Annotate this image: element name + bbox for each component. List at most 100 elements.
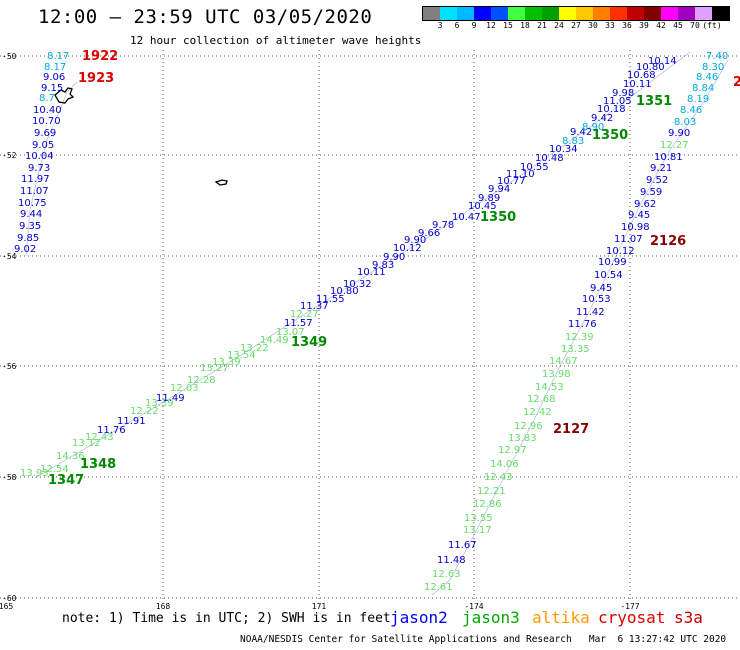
swh-value: 12.68: [527, 394, 556, 405]
colorbar-tick-label: 3: [437, 21, 443, 30]
swh-value: 9.90: [668, 128, 690, 139]
satellite-s3a: s3a: [674, 608, 703, 627]
swh-value: 12.54: [40, 464, 69, 475]
swh-value: 12.86: [473, 499, 502, 510]
wave-height-colorbar: [422, 6, 730, 21]
pass-time-tag: 1349: [291, 335, 327, 350]
swh-value: 9.35: [19, 221, 41, 232]
swh-value: 12.22: [130, 406, 159, 417]
credit-footer: NOAA/NESDIS Center for Satellite Applica…: [240, 634, 727, 645]
satellite-tracks: 8.178.179.069.158.710.4010.709.699.0510.…: [14, 49, 740, 596]
lat-label: -50: [2, 52, 17, 61]
swh-value: 14.67: [549, 356, 578, 367]
swh-value: 14.49: [260, 335, 289, 346]
lon-label: -177: [620, 602, 639, 611]
swh-value: 9.59: [640, 187, 662, 198]
swh-value: 10.11: [623, 79, 652, 90]
pass-time-tag: 2: [733, 75, 740, 90]
swh-value: 13.35: [561, 344, 590, 355]
pass-time-tag: 1351: [636, 94, 672, 109]
swh-value: 10.47: [452, 212, 481, 223]
swh-value: 9.94: [488, 184, 510, 195]
colorbar-tick-label: 6: [454, 21, 460, 30]
lon-label: 168: [156, 602, 171, 611]
swh-value: 7.40: [706, 51, 728, 62]
swh-value: 8.46: [696, 72, 718, 83]
colorbar-tick-label: 42: [656, 21, 666, 30]
swh-value: 9.90: [404, 235, 426, 246]
swh-value: 9.85: [17, 233, 39, 244]
colorbar-tick-label: 12: [486, 21, 496, 30]
colorbar-swatch: [542, 7, 559, 20]
swh-value: 13.98: [542, 369, 571, 380]
swh-value: 12.39: [565, 332, 594, 343]
colorbar-tick-label: 30: [588, 21, 598, 30]
swh-value: 10.54: [594, 270, 623, 281]
swh-value: 12.27: [290, 309, 319, 320]
swh-value: 13.17: [463, 525, 492, 536]
colorbar-swatch: [474, 7, 491, 20]
ground-track-line: [25, 81, 78, 257]
ground-track-line: [34, 51, 691, 479]
swh-value: 9.69: [34, 128, 56, 139]
swh-value: 10.81: [654, 152, 683, 163]
lon-label: 171: [312, 602, 327, 611]
colorbar-swatch: [678, 7, 695, 20]
swh-value: 10.55: [520, 162, 549, 173]
swh-value: 8.90: [582, 122, 604, 133]
colorbar-swatch: [593, 7, 610, 20]
pass-time-tag: 1348: [80, 457, 116, 472]
colorbar-swatch: [576, 7, 593, 20]
swh-value: 8.19: [687, 94, 709, 105]
swh-value: 13.27: [200, 363, 229, 374]
swh-value: 8.03: [674, 117, 696, 128]
swh-value: 11.91: [117, 416, 146, 427]
colorbar-swatch: [661, 7, 678, 20]
swh-value: 12.43: [85, 432, 114, 443]
colorbar-swatch: [423, 7, 440, 20]
swh-value: 11.07: [614, 234, 643, 245]
pass-2126-2127: 7.408.308.468.848.198.468.039.9012.2710.…: [424, 51, 728, 596]
swh-value: 9.42: [570, 127, 592, 138]
swh-value: 13.54: [227, 350, 256, 361]
footnote: note: 1) Time is in UTC; 2) SWH is in fe…: [62, 611, 391, 626]
swh-value: 9.45: [590, 283, 612, 294]
satellite-cryosat: cryosat: [598, 608, 666, 627]
swh-value: 12.43: [484, 472, 513, 483]
swh-value: 11.57: [284, 318, 313, 329]
swh-value: 13.07: [276, 327, 305, 338]
colorbar-tick-label: 70: [690, 21, 700, 30]
colorbar-swatch: [644, 7, 661, 20]
swh-value: 12.63: [432, 569, 461, 580]
swh-value: 8.30: [702, 62, 724, 73]
swh-value: 10.04: [25, 151, 54, 162]
swh-value: 9.02: [14, 244, 36, 255]
colorbar-tick-label: 36: [622, 21, 632, 30]
swh-value: 9.05: [32, 140, 54, 151]
colorbar-swatch: [712, 7, 729, 20]
colorbar-tick-label: 39: [639, 21, 649, 30]
swh-value: 10.32: [343, 279, 372, 290]
colorbar-tick-label: 9: [471, 21, 477, 30]
colorbar-tick-label: 27: [571, 21, 581, 30]
swh-value: 9.44: [20, 209, 42, 220]
swh-value: 10.98: [621, 222, 650, 233]
swh-value: 10.75: [18, 198, 47, 209]
colorbar-ticks: 3 6 9 12 15 18 21 24 27 30 33 36 39 42 45 70 (ft): [422, 21, 728, 33]
swh-value: 12.28: [187, 375, 216, 386]
colorbar-tick-label: (ft): [702, 21, 722, 30]
colorbar-tick-label: 15: [503, 21, 513, 30]
swh-value: 12.61: [424, 582, 453, 593]
swh-value: 10.12: [393, 243, 422, 254]
swh-value: 10.68: [627, 70, 656, 81]
swh-value: 9.73: [28, 163, 50, 174]
swh-value: 11.76: [568, 319, 597, 330]
colorbar-swatch: [610, 7, 627, 20]
colorbar-swatch: [525, 7, 542, 20]
colorbar-tick-label: 45: [673, 21, 683, 30]
swh-value: 10.11: [357, 267, 386, 278]
colorbar-swatch: [508, 7, 525, 20]
swh-value: 12.96: [514, 421, 543, 432]
